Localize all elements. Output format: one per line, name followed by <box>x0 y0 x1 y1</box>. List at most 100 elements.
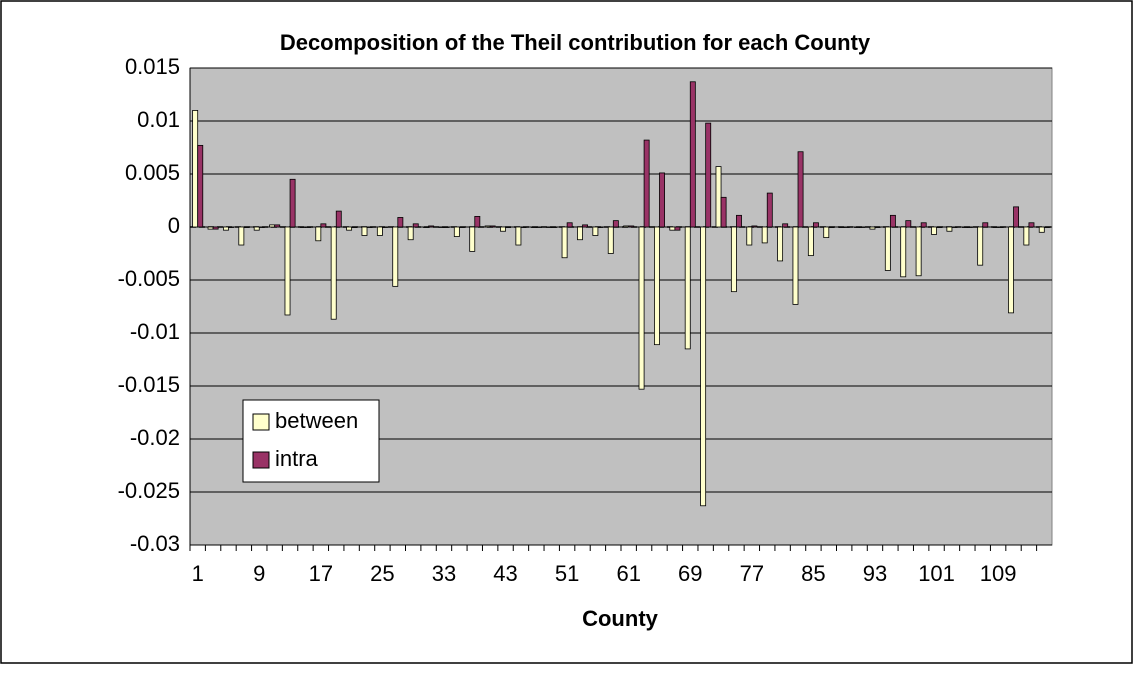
bar <box>274 224 281 228</box>
legend-swatch <box>252 413 270 431</box>
bar <box>428 225 435 228</box>
legend-label: between <box>275 408 358 433</box>
bar <box>284 226 291 316</box>
x-tick-label: 101 <box>918 561 955 586</box>
bar <box>761 226 768 244</box>
bar <box>751 225 758 228</box>
bar <box>453 226 460 237</box>
bar <box>623 225 630 228</box>
bar <box>361 226 368 236</box>
y-tick-label: 0.005 <box>125 160 180 185</box>
bar <box>366 226 373 228</box>
legend-label: intra <box>275 446 319 471</box>
bar <box>258 226 265 228</box>
x-tick-label: 9 <box>253 561 265 586</box>
bar <box>330 226 337 320</box>
bar <box>936 226 943 228</box>
bar <box>505 226 512 228</box>
bar <box>951 226 958 228</box>
bar <box>289 178 296 228</box>
bar <box>612 220 619 228</box>
bar <box>489 225 496 228</box>
bar <box>705 122 712 228</box>
bar <box>253 226 260 231</box>
y-tick-label: 0 <box>168 213 180 238</box>
bar <box>530 226 537 228</box>
bar <box>566 222 573 228</box>
bar <box>643 139 650 228</box>
x-tick-label: 17 <box>309 561 333 586</box>
x-tick-label: 69 <box>678 561 702 586</box>
bar <box>1008 226 1014 314</box>
bar <box>243 226 250 228</box>
y-tick-label: -0.01 <box>130 319 180 344</box>
bar <box>223 226 229 231</box>
bar <box>905 220 912 228</box>
y-tick-label: -0.015 <box>118 372 180 397</box>
bar <box>997 226 1004 228</box>
bar <box>628 225 635 228</box>
bar <box>269 224 276 228</box>
bar <box>376 226 383 236</box>
bar <box>299 226 306 228</box>
bar <box>192 110 199 228</box>
bar <box>335 210 342 228</box>
bar <box>397 217 404 228</box>
bar <box>638 226 645 390</box>
bar <box>474 215 481 228</box>
bar <box>305 226 311 228</box>
bar <box>207 226 214 230</box>
bar <box>854 226 860 228</box>
bar <box>736 214 742 228</box>
bar <box>1023 226 1030 246</box>
bar <box>551 226 558 228</box>
x-tick-label: 85 <box>801 561 825 586</box>
bar <box>730 226 737 293</box>
x-tick-label: 77 <box>740 561 764 586</box>
bar <box>458 226 465 228</box>
bar <box>900 226 907 278</box>
bar <box>823 226 830 239</box>
bar <box>992 226 999 228</box>
bar <box>982 222 989 228</box>
bar <box>777 226 784 262</box>
bar <box>577 226 583 241</box>
bar <box>859 226 866 228</box>
chart-title: Decomposition of the Theil contribution … <box>280 30 871 55</box>
bar <box>1038 226 1045 233</box>
y-tick-label: -0.005 <box>118 266 180 291</box>
bar <box>1013 206 1019 228</box>
bar <box>469 226 476 252</box>
x-tick-label: 25 <box>370 561 394 586</box>
bar <box>838 226 845 228</box>
bar <box>654 226 660 346</box>
bar <box>228 226 234 228</box>
y-tick-label: -0.025 <box>118 478 180 503</box>
bar <box>592 226 599 236</box>
bar <box>807 226 814 257</box>
bar <box>946 226 953 232</box>
bar <box>561 226 568 259</box>
bar <box>423 226 429 228</box>
bar <box>515 226 522 246</box>
bar <box>320 223 327 228</box>
bar <box>212 226 219 230</box>
x-tick-label: 61 <box>616 561 640 586</box>
y-tick-label: -0.03 <box>130 531 180 556</box>
bar <box>197 144 204 228</box>
bar <box>782 223 789 228</box>
bar <box>828 226 835 228</box>
bar <box>889 214 896 228</box>
bar <box>392 226 399 287</box>
bar <box>546 226 553 228</box>
bar <box>920 222 927 228</box>
bar <box>582 224 588 228</box>
x-tick-label: 109 <box>980 561 1017 586</box>
bar <box>674 226 681 231</box>
bar <box>443 226 450 228</box>
x-axis-label: County <box>582 606 659 631</box>
bar <box>412 223 419 228</box>
x-tick-label: 93 <box>863 561 887 586</box>
bar <box>500 226 506 232</box>
